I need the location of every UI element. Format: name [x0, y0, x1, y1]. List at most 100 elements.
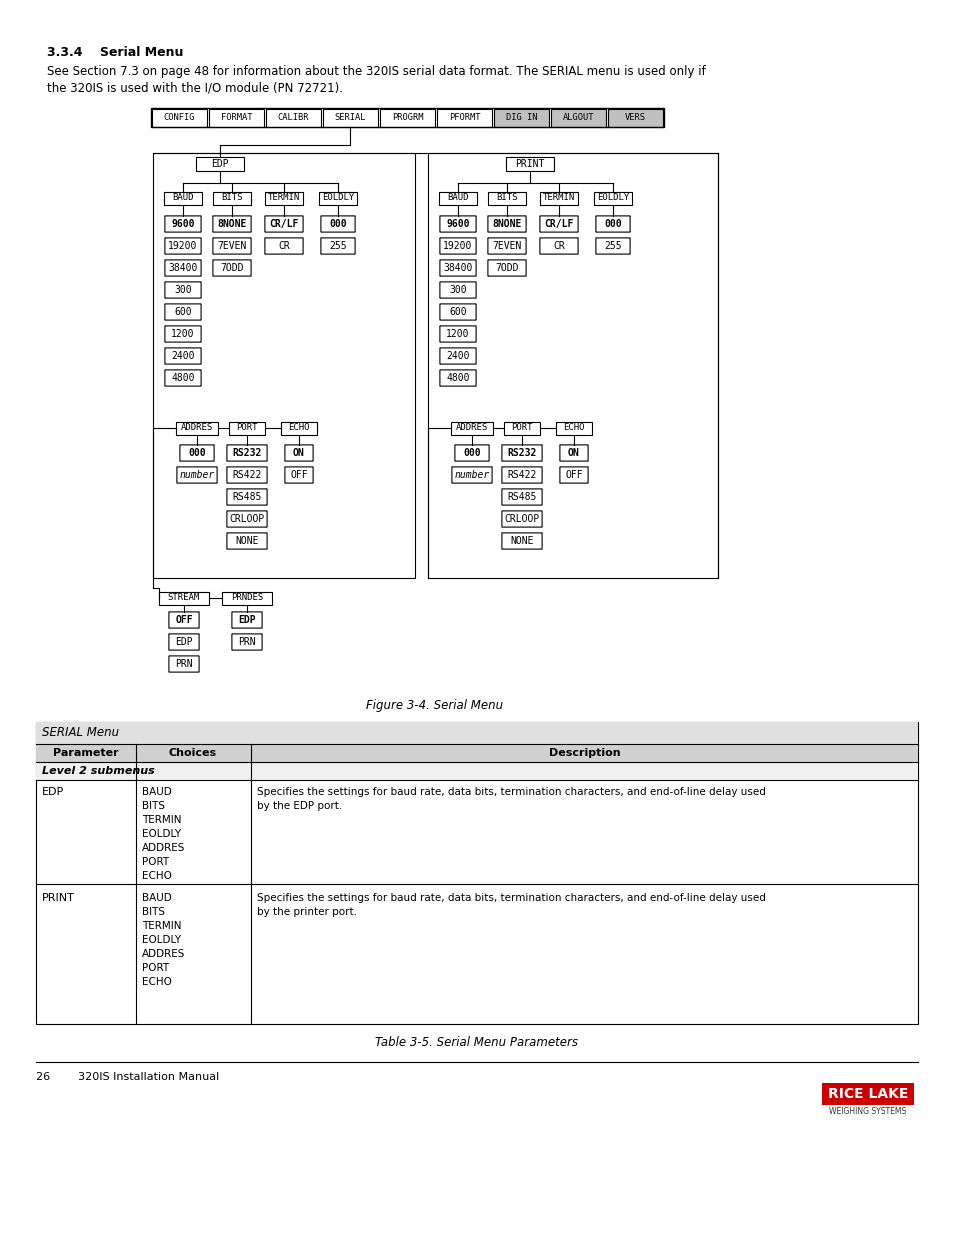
- FancyBboxPatch shape: [320, 216, 355, 232]
- Text: TERMIN: TERMIN: [268, 194, 300, 203]
- Text: Specifies the settings for baud rate, data bits, termination characters, and end: Specifies the settings for baud rate, da…: [256, 787, 765, 797]
- FancyBboxPatch shape: [452, 467, 492, 483]
- Text: TERMIN: TERMIN: [542, 194, 575, 203]
- Text: OFF: OFF: [564, 471, 582, 480]
- Bar: [36, 722, 917, 1024]
- FancyBboxPatch shape: [320, 238, 355, 254]
- Text: RS485: RS485: [233, 492, 261, 501]
- Text: FORMAT: FORMAT: [220, 114, 252, 122]
- Bar: [36, 762, 917, 781]
- Text: 7EVEN: 7EVEN: [217, 241, 247, 251]
- Text: 19200: 19200: [443, 241, 472, 251]
- Text: ADDRES: ADDRES: [181, 424, 213, 432]
- Text: TERMIN: TERMIN: [142, 921, 181, 931]
- Text: 1200: 1200: [172, 329, 194, 338]
- Text: ADDRES: ADDRES: [142, 948, 185, 960]
- Text: BITS: BITS: [496, 194, 517, 203]
- Text: ADDRES: ADDRES: [142, 844, 185, 853]
- Bar: [175, 421, 218, 435]
- Bar: [36, 722, 917, 743]
- Bar: [607, 109, 662, 127]
- FancyBboxPatch shape: [165, 326, 201, 342]
- FancyBboxPatch shape: [487, 238, 525, 254]
- Text: EOLDLY: EOLDLY: [321, 194, 354, 203]
- Text: Figure 3-4. Serial Menu: Figure 3-4. Serial Menu: [366, 699, 503, 713]
- Text: 9600: 9600: [172, 219, 194, 228]
- Text: 38400: 38400: [168, 263, 197, 273]
- Text: PROGRM: PROGRM: [392, 114, 423, 122]
- Bar: [821, 1083, 913, 1105]
- FancyBboxPatch shape: [227, 532, 267, 550]
- Text: 7ODD: 7ODD: [495, 263, 518, 273]
- Text: TERMIN: TERMIN: [142, 815, 181, 825]
- Bar: [438, 191, 476, 205]
- Text: SERIAL: SERIAL: [335, 114, 366, 122]
- FancyBboxPatch shape: [165, 238, 201, 254]
- FancyBboxPatch shape: [165, 348, 201, 364]
- Text: STREAM: STREAM: [168, 594, 200, 603]
- FancyBboxPatch shape: [501, 532, 541, 550]
- Text: EDP: EDP: [175, 637, 193, 647]
- Text: number: number: [179, 471, 214, 480]
- Text: WEIGHING SYSTEMS: WEIGHING SYSTEMS: [828, 1108, 905, 1116]
- Text: Description: Description: [548, 748, 619, 758]
- FancyBboxPatch shape: [501, 445, 541, 461]
- Text: Parameter: Parameter: [53, 748, 119, 758]
- Text: DIG IN: DIG IN: [505, 114, 537, 122]
- Text: RICE LAKE: RICE LAKE: [827, 1087, 907, 1100]
- Text: 600: 600: [449, 308, 466, 317]
- FancyBboxPatch shape: [265, 238, 303, 254]
- Text: 8NONE: 8NONE: [217, 219, 247, 228]
- FancyBboxPatch shape: [501, 511, 541, 527]
- Text: Table 3-5. Serial Menu Parameters: Table 3-5. Serial Menu Parameters: [375, 1035, 578, 1049]
- Text: ECHO: ECHO: [142, 977, 172, 987]
- Text: OFF: OFF: [175, 615, 193, 625]
- FancyBboxPatch shape: [439, 370, 476, 387]
- Bar: [152, 109, 207, 127]
- Text: Specifies the settings for baud rate, data bits, termination characters, and end: Specifies the settings for baud rate, da…: [256, 893, 765, 903]
- Text: CR: CR: [278, 241, 290, 251]
- FancyBboxPatch shape: [539, 216, 578, 232]
- FancyBboxPatch shape: [169, 611, 199, 629]
- Bar: [265, 191, 303, 205]
- Text: the 320IS is used with the I/O module (PN 72721).: the 320IS is used with the I/O module (P…: [47, 82, 343, 95]
- Text: 000: 000: [463, 448, 480, 458]
- Text: EDP: EDP: [238, 615, 255, 625]
- Text: 3.3.4    Serial Menu: 3.3.4 Serial Menu: [47, 46, 183, 58]
- Text: NONE: NONE: [235, 536, 258, 546]
- Text: 000: 000: [188, 448, 206, 458]
- Bar: [379, 109, 435, 127]
- FancyBboxPatch shape: [285, 467, 313, 483]
- Text: 4800: 4800: [446, 373, 469, 383]
- FancyBboxPatch shape: [455, 445, 489, 461]
- Bar: [151, 107, 663, 127]
- Text: 19200: 19200: [168, 241, 197, 251]
- Text: 7EVEN: 7EVEN: [492, 241, 521, 251]
- Bar: [36, 743, 917, 762]
- FancyBboxPatch shape: [487, 259, 525, 277]
- FancyBboxPatch shape: [213, 216, 251, 232]
- Text: PORT: PORT: [236, 424, 257, 432]
- FancyBboxPatch shape: [227, 445, 267, 461]
- FancyBboxPatch shape: [265, 216, 303, 232]
- Bar: [436, 109, 492, 127]
- Text: PRNDES: PRNDES: [231, 594, 263, 603]
- Text: PRINT: PRINT: [515, 159, 544, 169]
- Text: RS485: RS485: [507, 492, 537, 501]
- Text: 000: 000: [329, 219, 347, 228]
- Bar: [494, 109, 548, 127]
- FancyBboxPatch shape: [559, 467, 587, 483]
- FancyBboxPatch shape: [165, 370, 201, 387]
- Text: CR: CR: [553, 241, 564, 251]
- Text: EDP: EDP: [42, 787, 64, 797]
- Text: BAUD: BAUD: [142, 787, 172, 797]
- Bar: [195, 157, 244, 170]
- Text: 8NONE: 8NONE: [492, 219, 521, 228]
- Bar: [505, 157, 554, 170]
- Text: RS232: RS232: [233, 448, 261, 458]
- FancyBboxPatch shape: [439, 348, 476, 364]
- Text: 2400: 2400: [172, 351, 194, 361]
- Text: PRN: PRN: [238, 637, 255, 647]
- Bar: [159, 592, 209, 604]
- Text: CRLOOP: CRLOOP: [504, 514, 539, 524]
